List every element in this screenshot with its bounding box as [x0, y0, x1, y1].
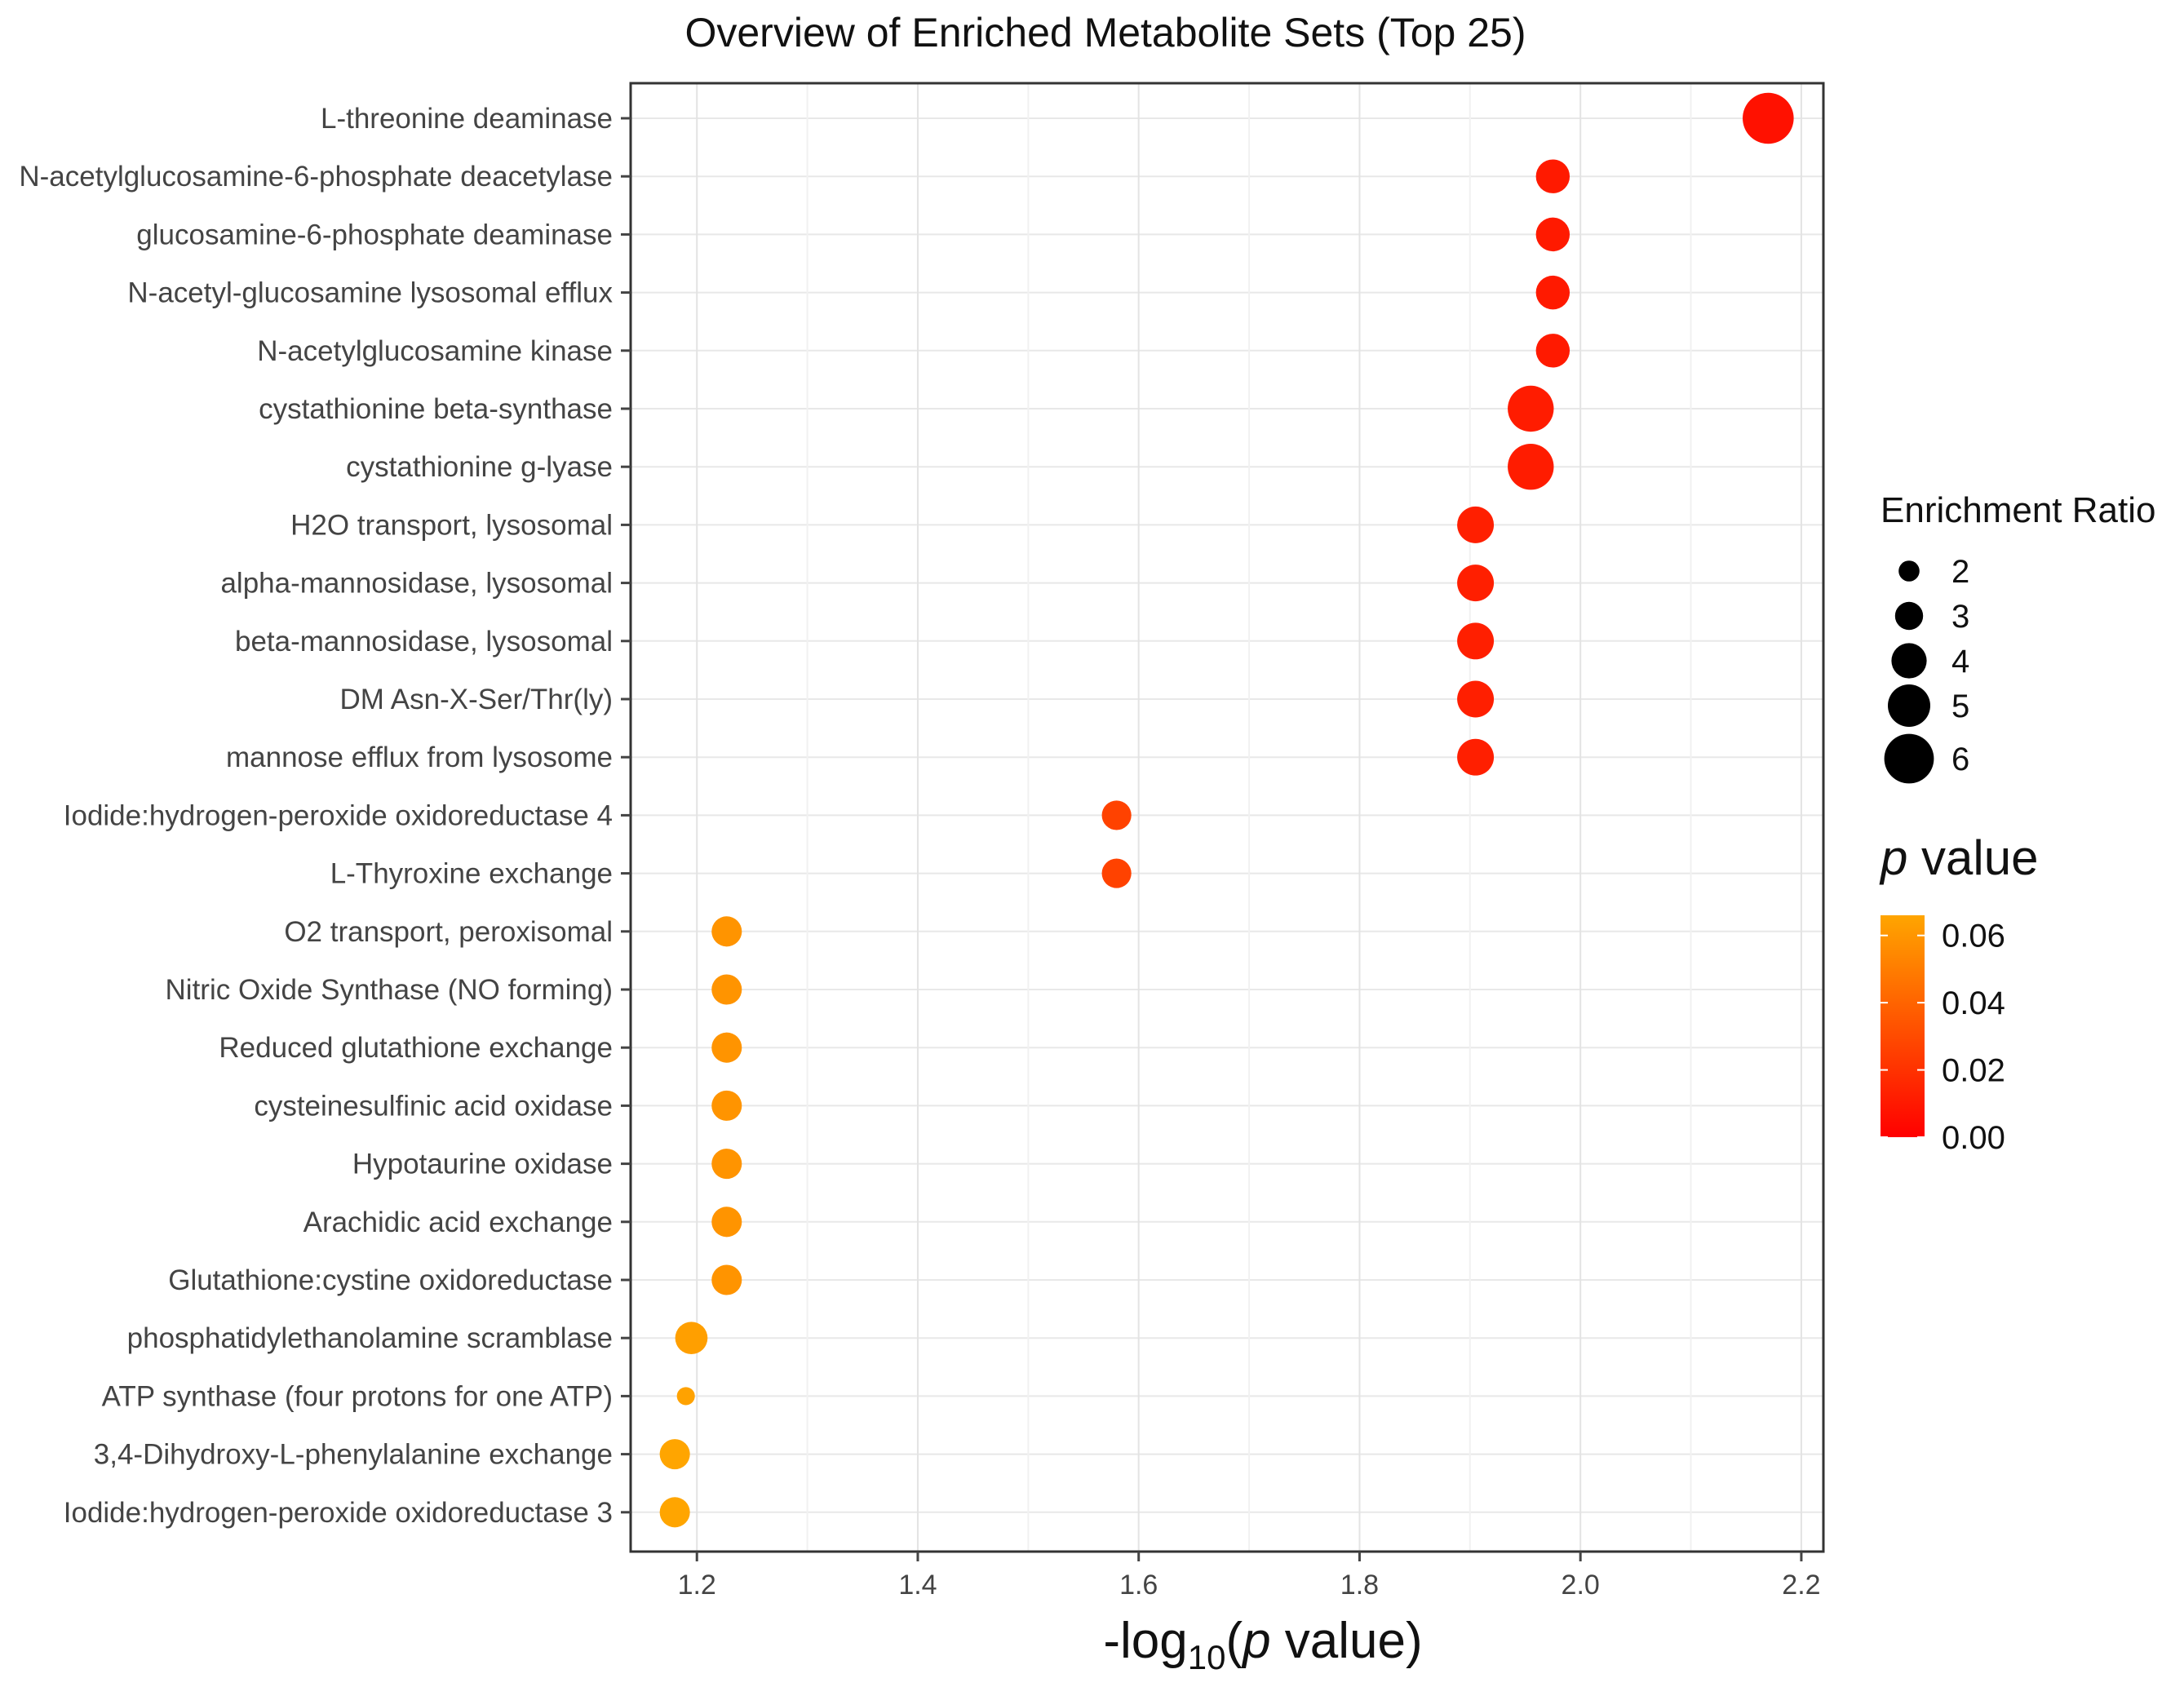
y-tick-label: Iodide:hydrogen-peroxide oxidoreductase … [64, 1497, 613, 1529]
y-tick-label: ATP synthase (four protons for one ATP) [102, 1380, 613, 1412]
y-tick-label: cystathionine g-lyase [346, 451, 613, 483]
data-point [659, 1439, 690, 1470]
data-point [1535, 334, 1570, 368]
data-point [711, 974, 742, 1005]
data-point [1535, 275, 1570, 310]
data-point [711, 1090, 742, 1121]
size-legend-key [1884, 733, 1934, 784]
data-point [1101, 858, 1132, 888]
y-tick-label: Hypotaurine oxidase [352, 1149, 613, 1180]
x-tick-label: 1.2 [678, 1570, 716, 1601]
x-tick-label: 1.8 [1340, 1570, 1379, 1601]
y-tick-label: cysteinesulfinic acid oxidase [254, 1090, 613, 1122]
y-tick-label: mannose efflux from lysosome [226, 742, 613, 773]
size-legend-key [1898, 560, 1920, 582]
y-tick-label: Glutathione:cystine oxidoreductase [168, 1264, 613, 1296]
data-point [1457, 565, 1495, 602]
color-legend-label: 0.02 [1942, 1053, 2005, 1089]
data-point [711, 1149, 742, 1180]
data-points [659, 92, 1794, 1528]
size-legend-label: 4 [1951, 644, 1969, 680]
color-legend-title-rest: value [1907, 830, 2038, 885]
size-legend-title: Enrichment Ratio [1881, 490, 2155, 530]
data-point [711, 1264, 742, 1295]
p-value-color-bar [1881, 915, 1925, 1137]
x-axis-title: -log10(p value) [1103, 1613, 1422, 1676]
x-tick-label: 2.2 [1782, 1570, 1820, 1601]
size-legend: 2 3 4 5 6 [1884, 554, 1969, 784]
y-tick-label: N-acetylglucosamine-6-phosphate deacetyl… [19, 161, 613, 193]
x-tick-label: 1.6 [1119, 1570, 1158, 1601]
data-point [1457, 622, 1495, 660]
plot-panel-border [629, 82, 1825, 1553]
data-point [1535, 159, 1570, 193]
data-point [1743, 92, 1794, 144]
y-tick-label: DM Asn-X-Ser/Thr(ly) [340, 684, 613, 715]
x-tick-label: 1.4 [898, 1570, 937, 1601]
y-tick-label: L-threonine deaminase [321, 103, 613, 135]
y-tick-label: H2O transport, lysosomal [290, 509, 613, 541]
data-point [711, 916, 742, 947]
color-legend-label: 0.06 [1942, 919, 2005, 954]
y-tick-label: phosphatidylethanolamine scramblase [127, 1322, 613, 1354]
y-tick-label: Reduced glutathione exchange [219, 1032, 613, 1064]
y-tick-label: glucosamine-6-phosphate deaminase [136, 219, 613, 250]
x-axis-title-italic: p [1241, 1613, 1270, 1669]
chart-title: Overview of Enriched Metabolite Sets (To… [684, 10, 1526, 55]
data-point [1101, 800, 1132, 830]
data-point [675, 1322, 708, 1355]
data-point [1508, 444, 1554, 490]
y-tick-label: Iodide:hydrogen-peroxide oxidoreductase … [64, 799, 613, 831]
x-axis-title-open: ( [1225, 1613, 1243, 1669]
y-tick-label: N-acetylglucosamine kinase [257, 335, 613, 367]
x-axis-ticks: 1.2 1.4 1.6 1.8 2.0 2.2 [678, 1552, 1821, 1601]
data-point [1457, 680, 1495, 718]
x-axis-title-rest: value) [1271, 1613, 1423, 1669]
y-tick-label: O2 transport, peroxisomal [284, 916, 613, 948]
data-point [1508, 385, 1554, 432]
grid-lines [631, 83, 1823, 1552]
y-tick-label: N-acetyl-glucosamine lysosomal efflux [127, 277, 613, 309]
data-point [1457, 738, 1495, 776]
data-point [676, 1387, 695, 1406]
data-point [711, 1207, 742, 1238]
x-axis-title-prefix: -log [1103, 1613, 1187, 1669]
data-point [1535, 217, 1570, 252]
color-legend-title-italic: p [1879, 830, 1907, 885]
color-legend-title: p value [1879, 830, 2038, 885]
size-legend-key [1891, 643, 1927, 679]
y-tick-label: L-Thyroxine exchange [330, 858, 613, 890]
y-tick-label: Arachidic acid exchange [303, 1207, 613, 1238]
y-axis-labels: L-threonine deaminase N-acetylglucosamine… [19, 103, 631, 1529]
size-legend-label: 6 [1951, 742, 1969, 777]
size-legend-key [1894, 601, 1924, 631]
size-legend-label: 5 [1951, 689, 1969, 724]
y-tick-label: 3,4-Dihydroxy-L-phenylalanine exchange [94, 1439, 613, 1471]
y-tick-label: alpha-mannosidase, lysosomal [220, 568, 613, 600]
color-legend-ticks: 0.06 0.04 0.02 0.00 [1881, 919, 2005, 1156]
data-point [1457, 506, 1495, 543]
y-tick-label: cystathionine beta-synthase [259, 393, 613, 425]
size-legend-label: 2 [1951, 554, 1969, 590]
y-tick-label: Nitric Oxide Synthase (NO forming) [166, 974, 613, 1006]
data-point [711, 1032, 742, 1063]
size-legend-key [1888, 684, 1930, 727]
x-axis-title-subscript: 10 [1188, 1638, 1226, 1676]
size-legend-label: 3 [1951, 599, 1969, 635]
data-point [659, 1497, 690, 1528]
x-tick-label: 2.0 [1562, 1570, 1600, 1601]
y-tick-label: beta-mannosidase, lysosomal [235, 626, 613, 658]
color-legend-label: 0.04 [1942, 985, 2005, 1021]
color-legend-label: 0.00 [1942, 1120, 2005, 1156]
